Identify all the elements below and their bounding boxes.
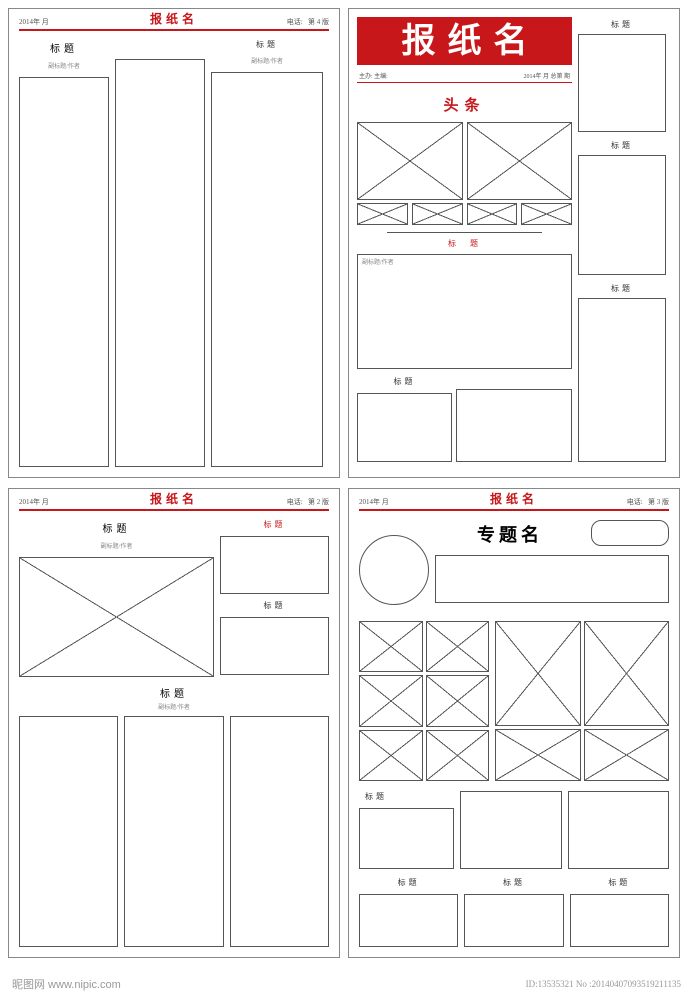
page-inner-right: 2014年 月 报纸名 电话: 第 3 版 专题名 [348, 488, 680, 958]
bottom-title-1: 标题 [357, 376, 452, 387]
p3-col-b [124, 716, 223, 947]
grid-b3 [495, 729, 581, 781]
page-header: 2014年 月 报纸名 电话: 第 4 版 [19, 17, 329, 31]
special-topic-title: 专题名 [435, 521, 585, 547]
article-box-1: 副标题/作者 [357, 254, 572, 369]
p3-side-box-2 [220, 617, 329, 675]
grid-b4 [584, 729, 670, 781]
p3-title-2: 标题 [19, 685, 329, 700]
page4-header: 2014年 月 报纸名 电话: 第 3 版 [359, 497, 669, 511]
p4-b-box-1 [359, 894, 458, 947]
sidebar-title-3: 标题 [578, 283, 666, 294]
headline-image-2 [467, 122, 573, 200]
masthead-small: 报纸名 [150, 10, 198, 27]
p4-b-box-2 [464, 894, 563, 947]
grid-a6 [426, 730, 490, 781]
p4-b-title-3: 标题 [570, 877, 669, 888]
col3-subtitle: 副标题/作者 [211, 56, 323, 65]
p3-side-title-1: 标题 [220, 519, 329, 530]
p4-b-title-1: 标题 [359, 877, 458, 888]
page-inner-left: 2014年 月 报纸名 电话: 第 2 版 标题 副标题/作者 标题 标题 [8, 488, 340, 958]
p3-sub-2: 副标题/作者 [19, 702, 329, 711]
p4-lower-box-3 [568, 791, 670, 869]
p3-sub-1: 副标题/作者 [19, 541, 214, 550]
p3-side-title-2: 标题 [220, 600, 329, 611]
grid-a5 [359, 730, 423, 781]
grid-b1 [495, 621, 581, 726]
grid-a2 [426, 621, 490, 672]
p4-b-title-2: 标题 [464, 877, 563, 888]
p4-edition: 电话: 第 3 版 [609, 497, 669, 507]
headline-image-1 [357, 122, 463, 200]
footer-meta: ID:13535321 No :20140407093519211135 [526, 979, 681, 989]
headline-title: 头条 [357, 94, 572, 115]
col1-subtitle: 副标题/作者 [19, 61, 109, 70]
p4-b-box-3 [570, 894, 669, 947]
p3-hero-image [19, 557, 214, 677]
bottom-box-1 [357, 393, 452, 462]
grid-a1 [359, 621, 423, 672]
p3-col-c [230, 716, 329, 947]
topic-intro-box [435, 555, 669, 603]
p4-masthead: 报纸名 [490, 490, 538, 507]
p4-lower-box-1 [359, 808, 454, 869]
header-edition: 电话: 第 4 版 [269, 17, 329, 27]
text-column-1 [19, 77, 109, 467]
topic-circle [359, 535, 429, 605]
grid-a3 [359, 675, 423, 726]
page-front: 报纸名 主办: 主编: 2014年 月 总第 期 头条 [348, 8, 680, 478]
sidebar-title-1: 标题 [578, 19, 666, 30]
footer-site: 昵图网 www.nipic.com [12, 976, 121, 992]
p3-col-a [19, 716, 118, 947]
grid-a4 [426, 675, 490, 726]
p3-edition: 电话: 第 2 版 [269, 497, 329, 507]
p4-lower-title: 标题 [359, 791, 454, 802]
p3-side-box-1 [220, 536, 329, 594]
thumb-1 [357, 203, 408, 225]
p4-date: 2014年 月 [359, 497, 419, 507]
p3-date: 2014年 月 [19, 497, 79, 507]
page3-header: 2014年 月 报纸名 电话: 第 2 版 [19, 497, 329, 511]
subinfo-right: 2014年 月 总第 期 [523, 71, 570, 80]
sidebar-title-2: 标题 [578, 140, 666, 151]
col1-title: 标题 [19, 40, 109, 55]
p3-title-1: 标题 [19, 520, 214, 535]
grid-b2 [584, 621, 670, 726]
p4-lower-box-2 [460, 791, 562, 869]
watermark-footer: 昵图网 www.nipic.com ID:13535321 No :201404… [8, 968, 685, 992]
subinfo-left: 主办: 主编: [359, 71, 388, 80]
thumb-3 [467, 203, 518, 225]
text-column-3 [211, 72, 323, 467]
text-column-2 [115, 59, 205, 467]
sidebar-box-2 [578, 155, 666, 275]
header-date: 2014年 月 [19, 17, 79, 27]
bottom-box-2 [456, 389, 572, 462]
p3-masthead: 报纸名 [150, 490, 198, 507]
masthead-subinfo: 主办: 主编: 2014年 月 总第 期 [357, 70, 572, 83]
sidebar-box-1 [578, 34, 666, 132]
thumb-2 [412, 203, 463, 225]
thumb-4 [521, 203, 572, 225]
masthead-large: 报纸名 [357, 17, 572, 65]
col3-title: 标题 [211, 39, 323, 50]
page-back: 2014年 月 报纸名 电话: 第 4 版 标题 副标题/作者 标题 副标题/作… [8, 8, 340, 478]
section-title-1: 标 题 [357, 238, 572, 249]
topic-tag-box [591, 520, 669, 546]
sidebar-box-3 [578, 298, 666, 462]
